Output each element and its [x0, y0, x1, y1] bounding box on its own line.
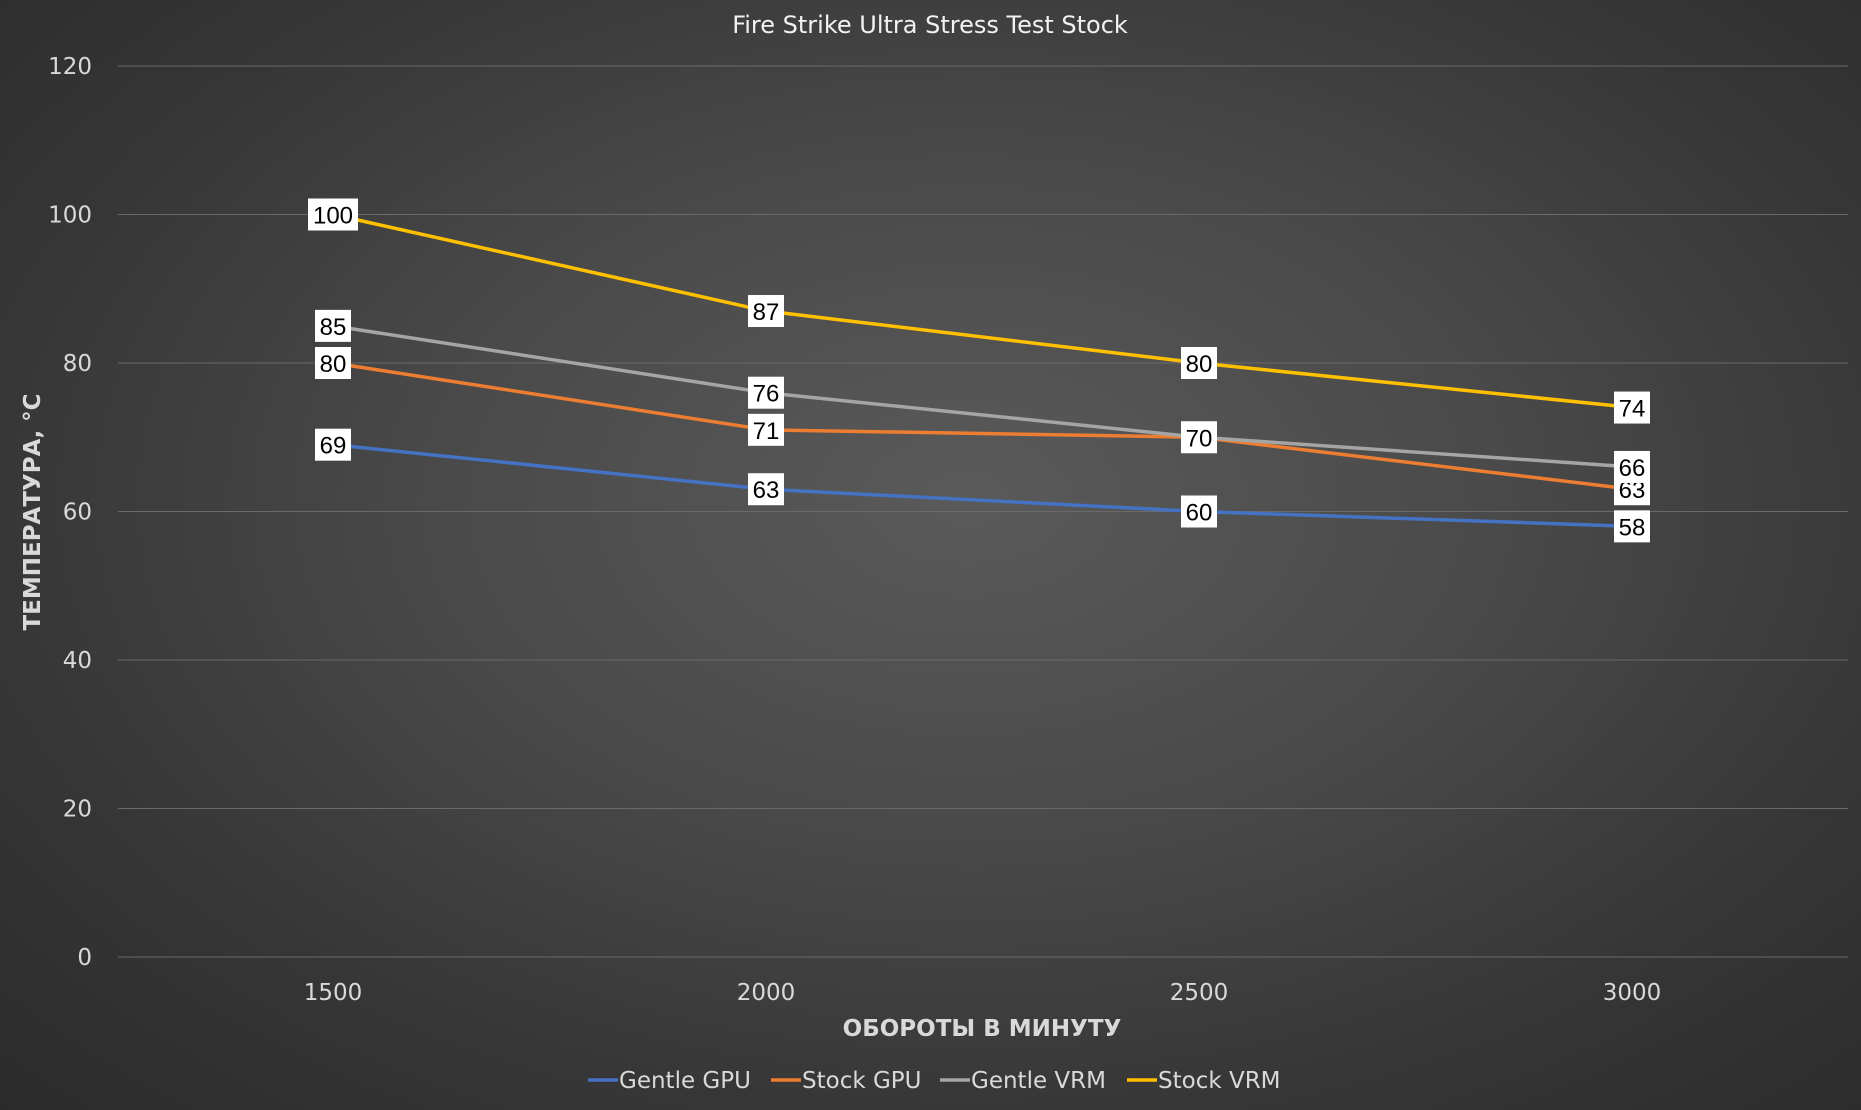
- data-label-box: [1614, 510, 1650, 543]
- data-label: 76: [748, 376, 784, 409]
- legend-item: Stock GPU: [771, 1068, 922, 1094]
- data-label-value: 71: [753, 418, 780, 445]
- data-label-box: [748, 295, 784, 328]
- data-label: 74: [1614, 391, 1650, 424]
- data-label: 58: [1614, 510, 1650, 543]
- data-label-box: [308, 198, 358, 231]
- y-tick-label: 20: [63, 797, 92, 823]
- legend-item: Stock VRM: [1127, 1068, 1281, 1094]
- y-tick-label: 120: [48, 54, 92, 80]
- series-line-stock-vrm: [331, 212, 1634, 410]
- data-label: 80: [1181, 347, 1217, 379]
- data-label-box: [1181, 421, 1217, 454]
- data-label: 66: [1614, 450, 1650, 483]
- data-label: 85: [315, 309, 351, 342]
- data-label-box: [315, 309, 351, 342]
- data-label: 69: [315, 428, 351, 461]
- legend-label: Stock VRM: [1158, 1068, 1281, 1094]
- data-label: 70: [1181, 421, 1217, 454]
- data-label-box: [1181, 495, 1217, 528]
- legend: Gentle GPU Stock GPU Gentle VRM Stock VRM: [588, 1068, 1281, 1094]
- x-tick-label: 3000: [1603, 980, 1662, 1006]
- data-label-value: 85: [320, 314, 347, 341]
- legend-label: Stock GPU: [802, 1068, 922, 1094]
- chart-title: Fire Strike Ultra Stress Test Stock: [732, 11, 1128, 39]
- x-axis-title: ОБОРОТЫ В МИНУТУ: [843, 1016, 1122, 1042]
- data-label-box: [748, 413, 784, 446]
- data-label: 80: [315, 347, 351, 379]
- y-tick-label: 80: [63, 351, 92, 377]
- data-label-value: 69: [320, 433, 347, 460]
- data-label-box: [748, 473, 784, 506]
- y-axis-ticks: 0 20 40 60 80 100 120: [48, 54, 92, 971]
- data-label-value: 70: [1186, 425, 1213, 452]
- data-label-value: 100: [313, 203, 353, 230]
- y-tick-label: 0: [77, 945, 92, 971]
- data-label-value: 60: [1186, 500, 1213, 527]
- legend-label: Gentle VRM: [971, 1068, 1106, 1094]
- x-axis-ticks: 1500 2000 2500 3000: [304, 980, 1662, 1006]
- data-label-value: 66: [1619, 455, 1646, 482]
- data-label-value: 80: [320, 351, 347, 378]
- series-line-gentle-gpu: [331, 442, 1634, 529]
- series-line-stock-gpu: [331, 361, 1634, 491]
- data-label-value: 58: [1619, 514, 1646, 541]
- data-label-value: 80: [1186, 351, 1213, 378]
- data-label-box: [748, 376, 784, 409]
- legend-item: Gentle GPU: [588, 1068, 751, 1094]
- x-tick-label: 2000: [737, 980, 796, 1006]
- x-tick-label: 2500: [1170, 980, 1229, 1006]
- y-tick-label: 60: [63, 500, 92, 526]
- data-label-value: 63: [753, 477, 780, 504]
- data-label-box: [1614, 391, 1650, 424]
- legend-label: Gentle GPU: [619, 1068, 751, 1094]
- data-label: 60: [1181, 495, 1217, 528]
- series-lines: [331, 212, 1634, 529]
- data-label-box: [1181, 347, 1217, 379]
- data-label: 63: [748, 473, 784, 506]
- data-label-box: [315, 428, 351, 461]
- data-label: 71: [748, 413, 784, 446]
- legend-item: Gentle VRM: [940, 1068, 1106, 1094]
- x-tick-label: 1500: [304, 980, 363, 1006]
- data-label-box: [315, 347, 351, 379]
- data-label-value: 87: [753, 299, 780, 326]
- data-label: 87: [748, 295, 784, 328]
- gridlines: [118, 65, 1848, 958]
- data-label-value: 74: [1619, 396, 1646, 423]
- data-label-value: 76: [753, 381, 780, 408]
- series-line-gentle-vrm: [331, 324, 1634, 469]
- data-label: 100: [308, 198, 358, 231]
- y-tick-label: 100: [48, 203, 92, 229]
- y-tick-label: 40: [63, 648, 92, 674]
- y-axis-title: ТЕМПЕРАТУРА, °C: [20, 393, 46, 630]
- data-label-box: [1614, 450, 1650, 483]
